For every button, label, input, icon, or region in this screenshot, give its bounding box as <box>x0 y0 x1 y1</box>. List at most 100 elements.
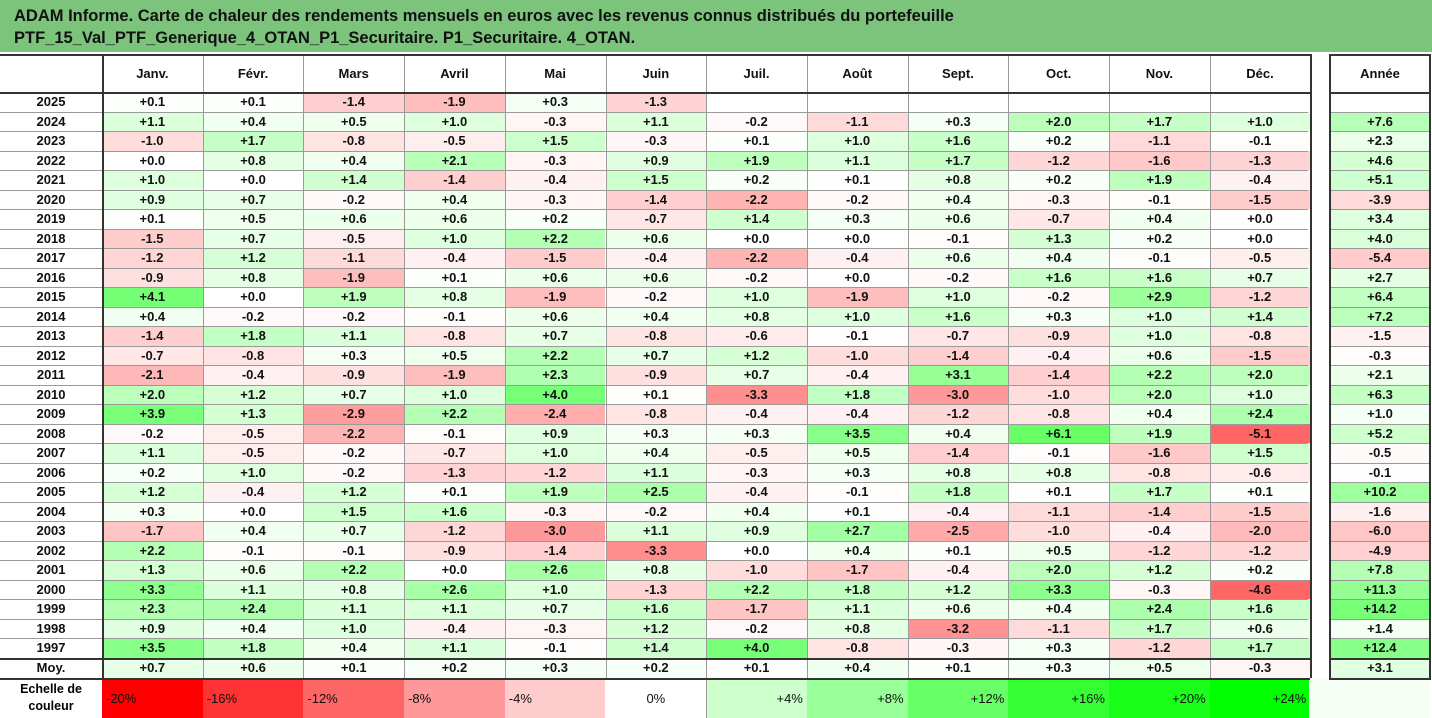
heatmap-cell: +0.0 <box>806 228 908 248</box>
heatmap-cell: +1.1 <box>806 599 908 619</box>
table-border <box>0 92 1311 94</box>
heatmap-cell: -1.4 <box>404 170 505 190</box>
row-divider <box>0 131 1308 132</box>
heatmap-cell: -1.7 <box>102 521 203 541</box>
row-divider <box>0 287 1308 288</box>
heatmap-cell: +0.6 <box>605 228 707 248</box>
row-divider <box>0 189 1308 191</box>
average-label: Moy. <box>36 660 66 675</box>
heatmap-cell: +0.9 <box>706 521 807 541</box>
heatmap-cell: -1.0 <box>1008 384 1109 404</box>
heatmap-cell: +0.2 <box>1209 560 1311 580</box>
heatmap-cell: +0.4 <box>1008 248 1109 268</box>
average-cell: +0.1 <box>706 657 807 678</box>
heatmap-cell: +4.0 <box>504 384 606 404</box>
year-total-cell: -1.5 <box>1329 326 1431 346</box>
heatmap-cell: -2.2 <box>706 248 807 268</box>
heatmap-cell: +0.1 <box>404 267 505 287</box>
table-border <box>102 54 104 678</box>
row-divider <box>0 521 1308 522</box>
year-total-cell: +6.3 <box>1329 384 1431 404</box>
heatmap-cell: -5.1 <box>1209 423 1311 443</box>
heatmap-cell: +0.6 <box>504 267 606 287</box>
heatmap-cell: -1.9 <box>504 287 606 307</box>
heatmap-cell: +0.3 <box>806 462 908 482</box>
heatmap-cell: -0.2 <box>605 287 707 307</box>
color-scale-swatch: +20% <box>1109 678 1210 718</box>
heatmap-cell: -0.5 <box>706 443 807 463</box>
row-divider <box>0 111 1308 113</box>
row-divider <box>1329 482 1431 483</box>
column-divider <box>605 54 607 678</box>
year-label: 2017 <box>36 250 66 266</box>
heatmap-cell: +2.0 <box>1109 384 1210 404</box>
heatmap-cell: -0.3 <box>1008 189 1109 209</box>
average-cell: -0.3 <box>1209 657 1311 678</box>
heatmap-cell: -0.1 <box>1209 131 1311 151</box>
heatmap-cell: +0.9 <box>605 150 707 170</box>
heatmap-cell: +1.5 <box>605 170 707 190</box>
heatmap-cell: +1.8 <box>806 384 908 404</box>
average-cell: +0.2 <box>605 657 707 678</box>
heatmap-cell: -1.5 <box>102 228 203 248</box>
heatmap-cell: +2.7 <box>806 521 908 541</box>
year-label: 2011 <box>36 367 66 383</box>
heatmap-cell: -2.0 <box>1209 521 1311 541</box>
heatmap-cell: +1.3 <box>1008 228 1109 248</box>
heatmap-cell: +0.7 <box>1209 267 1311 287</box>
heatmap-cell: -0.3 <box>1109 579 1210 599</box>
row-divider <box>0 423 1308 425</box>
column-divider <box>303 54 305 678</box>
heatmap-cell: +0.3 <box>907 111 1009 131</box>
heatmap-cell: -0.4 <box>706 482 807 502</box>
heatmap-cell: -0.1 <box>202 540 304 560</box>
row-divider <box>1329 501 1431 503</box>
heatmap-cell: +1.7 <box>202 131 304 151</box>
table-border <box>1329 657 1431 660</box>
row-divider <box>1329 131 1431 132</box>
heatmap-cell: -1.0 <box>706 560 807 580</box>
heatmap-cell: +0.4 <box>806 540 908 560</box>
heatmap-cell: +0.0 <box>102 150 203 170</box>
heatmap-cell: -2.1 <box>102 365 203 385</box>
heatmap-cell: +0.3 <box>303 345 405 365</box>
column-divider <box>504 54 506 678</box>
year-label: 2005 <box>36 484 66 500</box>
heatmap-cell: +2.2 <box>1109 365 1210 385</box>
heatmap-cell: -0.9 <box>404 540 505 560</box>
heatmap-cell: +1.9 <box>1109 170 1210 190</box>
heatmap-cell: -1.2 <box>504 462 606 482</box>
year-label: 1998 <box>36 620 66 636</box>
heatmap-cell: +2.6 <box>404 579 505 599</box>
heatmap-cell: -1.4 <box>1109 501 1210 521</box>
month-header: Oct. <box>1045 65 1072 81</box>
heatmap-cell: +1.6 <box>1008 267 1109 287</box>
row-divider <box>1329 423 1431 425</box>
heatmap-cell: +0.7 <box>605 345 707 365</box>
heatmap-cell: -0.3 <box>504 618 606 638</box>
heatmap-cell: +1.7 <box>1109 111 1210 131</box>
heatmap-cell: -1.2 <box>1008 150 1109 170</box>
year-total-cell: +7.6 <box>1329 111 1431 131</box>
heatmap-cell: -0.4 <box>605 248 707 268</box>
year-total-cell: +1.4 <box>1329 618 1431 638</box>
heatmap-cell: +0.6 <box>504 306 606 326</box>
heatmap-cell: +1.0 <box>404 228 505 248</box>
color-scale-swatch: -12% <box>303 678 405 718</box>
heatmap-cell: -0.9 <box>102 267 203 287</box>
heatmap-cell: -0.2 <box>706 267 807 287</box>
average-cell: +0.2 <box>404 657 505 678</box>
heatmap-cell: +1.4 <box>706 209 807 229</box>
heatmap-cell: +1.8 <box>806 579 908 599</box>
heatmap-cell: -2.2 <box>303 423 405 443</box>
heatmap-cell: +0.0 <box>202 501 304 521</box>
heatmap-cell: +1.1 <box>202 579 304 599</box>
heatmap-cell: -0.8 <box>303 131 405 151</box>
heatmap-cell: +1.6 <box>404 501 505 521</box>
table-border <box>0 657 1311 660</box>
heatmap-cell: +0.6 <box>907 599 1009 619</box>
row-divider <box>1329 111 1431 113</box>
heatmap-cell: +0.6 <box>202 560 304 580</box>
row-divider <box>1329 560 1431 561</box>
heatmap-cell: +0.6 <box>907 248 1009 268</box>
